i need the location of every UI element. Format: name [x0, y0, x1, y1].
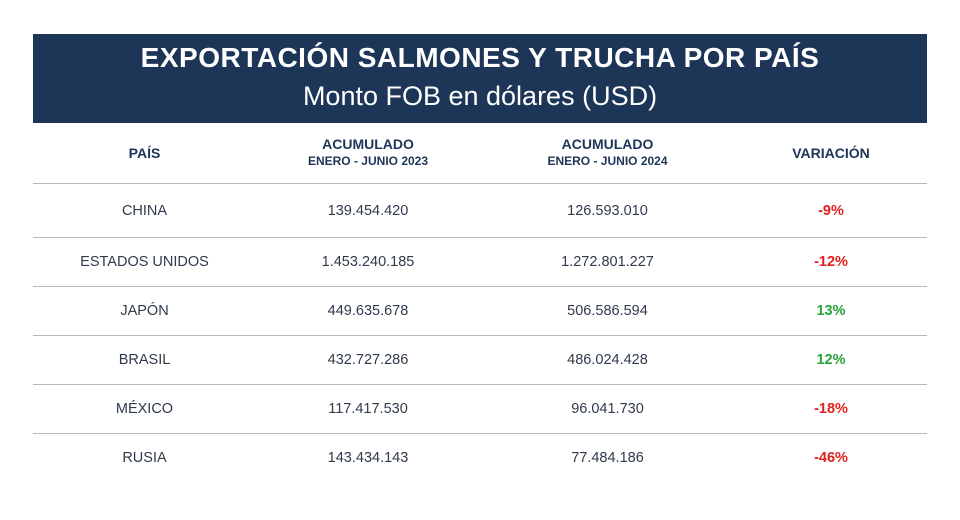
table-row: JAPÓN 449.635.678 506.586.594 13%: [33, 286, 927, 336]
table-row: ESTADOS UNIDOS 1.453.240.185 1.272.801.2…: [33, 237, 927, 287]
variation-cell: -46%: [814, 450, 848, 466]
country-cell: MÉXICO: [33, 384, 256, 434]
column-header-country: PAÍS: [33, 123, 256, 184]
amount-2024-cell: 126.593.010: [480, 183, 735, 238]
variation-cell: -12%: [735, 237, 927, 287]
column-header-label: VARIACIÓN: [792, 144, 870, 161]
variation-cell: 12%: [735, 335, 927, 385]
amount-2024-cell: 96.041.730: [480, 384, 735, 434]
column-header-2024: ACUMULADO ENERO - JUNIO 2024: [480, 123, 735, 184]
column-header-sublabel: ENERO - JUNIO 2024: [547, 154, 668, 168]
table-row: BRASIL 432.727.286 486.024.428 12%: [33, 335, 927, 385]
table-row: MÉXICO 117.417.530 96.041.730 -18%: [33, 384, 927, 434]
amount-2024-cell: 1.272.801.227: [480, 237, 735, 287]
country-cell: RUSIA: [122, 450, 167, 466]
table-header-row: PAÍS ACUMULADO ENERO - JUNIO 2023 ACUMUL…: [33, 123, 927, 184]
variation-cell: -9%: [735, 183, 927, 238]
variation-cell: -18%: [735, 384, 927, 434]
exports-table: PAÍS ACUMULADO ENERO - JUNIO 2023 ACUMUL…: [33, 123, 927, 482]
column-header-label: ACUMULADO: [322, 136, 414, 152]
table-row: CHINA 139.454.420 126.593.010 -9%: [33, 183, 927, 238]
page-title: EXPORTACIÓN SALMONES Y TRUCHA POR PAÍS: [140, 42, 820, 73]
amount-2024-cell: 77.484.186: [571, 450, 644, 466]
country-cell: JAPÓN: [33, 286, 256, 336]
amount-2023-cell: 432.727.286: [256, 335, 480, 385]
column-header-label: PAÍS: [128, 144, 161, 161]
page-subtitle: Monto FOB en dólares (USD): [302, 81, 658, 111]
country-cell: BRASIL: [33, 335, 256, 385]
country-cell: ESTADOS UNIDOS: [33, 237, 256, 287]
amount-2023-cell: 139.454.420: [256, 183, 480, 238]
variation-cell: 13%: [735, 286, 927, 336]
amount-2024-cell: 486.024.428: [480, 335, 735, 385]
column-header-variation: VARIACIÓN: [735, 123, 927, 184]
amount-2024-cell: 506.586.594: [480, 286, 735, 336]
country-cell: CHINA: [33, 183, 256, 238]
title-banner: EXPORTACIÓN SALMONES Y TRUCHA POR PAÍS M…: [33, 34, 927, 123]
column-header-label: ACUMULADO: [561, 136, 654, 152]
column-header-sublabel: ENERO - JUNIO 2023: [307, 154, 429, 168]
table-row: RUSIA 143.434.143 77.484.186 -46%: [33, 434, 927, 483]
amount-2023-cell: 117.417.530: [256, 384, 480, 434]
amount-2023-cell: 449.635.678: [256, 286, 480, 336]
amount-2023-cell: 1.453.240.185: [256, 237, 480, 287]
column-header-2023: ACUMULADO ENERO - JUNIO 2023: [256, 123, 480, 184]
amount-2023-cell: 143.434.143: [327, 450, 409, 466]
